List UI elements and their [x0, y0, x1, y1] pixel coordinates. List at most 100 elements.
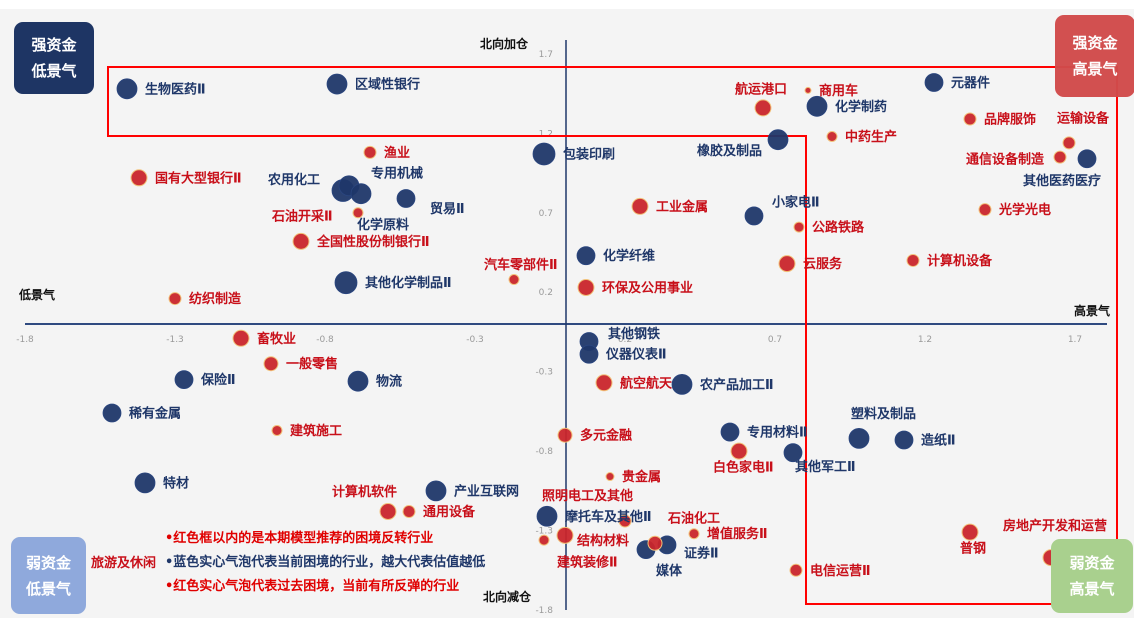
bubble-label: 光学光电 [998, 202, 1051, 218]
distressed-industry-bubble [720, 422, 740, 442]
rebound-industry-bubble [130, 169, 148, 187]
bubble-label: 多元金融 [580, 428, 632, 444]
quadrant-badge-weak-funds-high-prosperity: 弱资金 高景气 [1051, 539, 1133, 613]
rebound-industry-bubble [804, 86, 812, 94]
rebound-industry-bubble [778, 255, 796, 273]
bubble-label: 云服务 [803, 256, 843, 272]
distressed-industry-bubble [536, 505, 558, 527]
bubble-label: 建筑装修Ⅱ [557, 555, 618, 571]
x-tick-label: 1.7 [1068, 335, 1082, 345]
distressed-industry-bubble [1077, 149, 1097, 169]
rebound-industry-bubble [556, 526, 574, 544]
bubble-label: 石油开采Ⅱ [271, 208, 333, 224]
bubble-label: 计算机设备 [927, 253, 993, 269]
y-tick-label: 1.7 [539, 50, 553, 60]
bubble-label: 小家电Ⅱ [772, 194, 820, 210]
quadrant-badge-weak-funds-low-prosperity: 弱资金 低景气 [11, 537, 86, 614]
bubble-label: 稀有金属 [129, 405, 181, 421]
y-tick-label: -1.8 [535, 606, 553, 616]
rebound-industry-bubble [168, 292, 182, 306]
axis-label-top: 北向加仓 [480, 37, 529, 51]
bubble-label: 运输设备 [1057, 110, 1110, 126]
bubble-label: 其他化学制品Ⅱ [365, 275, 452, 291]
bubble-label: 其他钢铁 [608, 326, 660, 342]
bubble-label: 其他医药医疗 [1023, 173, 1101, 189]
bubble-label: 石油化工 [667, 511, 720, 527]
bubble-label: 航空航天 [620, 375, 673, 391]
rebound-industry-bubble [1053, 150, 1067, 164]
rebound-industry-bubble [793, 221, 805, 233]
rebound-industry-bubble [963, 112, 977, 126]
bubble-label: 全国性股份制银行Ⅱ [316, 234, 430, 250]
bubble-label: 房地产开发和运营 [1003, 518, 1107, 534]
rebound-industry-bubble [271, 424, 283, 436]
bubble-label: 一般零售 [286, 356, 338, 372]
y-tick-label: 1.2 [539, 129, 553, 139]
quadrant-line2: 低景气 [25, 579, 71, 598]
bubble-label: 通信设备制造 [966, 152, 1045, 168]
distressed-industry-bubble [579, 344, 599, 364]
bubble-label: 专用机械 [371, 165, 423, 181]
rebound-industry-bubble [538, 534, 550, 546]
bubble-label: 旅游及休闲 [91, 555, 156, 571]
rebound-industry-bubble [379, 503, 397, 521]
bubble-label: 媒体 [656, 563, 683, 579]
bubble-label: 区域性银行 [355, 77, 420, 93]
rebound-industry-bubble [826, 130, 838, 142]
axis-label-left: 低景气 [19, 288, 56, 302]
x-tick-label: 1.2 [918, 335, 932, 345]
rebound-industry-bubble [1062, 136, 1076, 150]
bubble-label: 元器件 [951, 75, 990, 91]
rebound-industry-bubble [618, 514, 632, 528]
bubble-label: 塑料及制品 [851, 406, 916, 422]
rebound-industry-bubble [292, 232, 310, 250]
bubble-label: 化学制药 [835, 99, 887, 115]
bubble-label: 通用设备 [423, 504, 476, 520]
x-tick-label: 0.2 [618, 335, 632, 345]
x-tick-label: -1.8 [16, 335, 34, 345]
bubble-label: 产业互联网 [454, 483, 519, 499]
bubble-label: 中药生产 [845, 129, 897, 145]
bubble-label: 航运港口 [735, 81, 787, 97]
distressed-industry-bubble [783, 443, 803, 463]
bubble-label: 工业金属 [656, 199, 708, 215]
bubble-label: 建筑施工 [290, 423, 342, 439]
x-tick-label: -0.3 [466, 335, 484, 345]
bubble-label: 农用化工 [267, 172, 320, 188]
bubble-label: 专用材料Ⅱ [747, 425, 808, 441]
rebound-industry-bubble [906, 253, 920, 267]
rebound-industry-bubble [631, 197, 649, 215]
distressed-industry-bubble [671, 373, 693, 395]
rebound-industry-bubble [232, 329, 250, 347]
distressed-industry-bubble [532, 142, 556, 166]
legend-note-blue-bubble: •蓝色实心气泡代表当前困境的行业，越大代表估值越低 [165, 555, 486, 570]
rebound-industry-bubble [508, 274, 520, 286]
bubble-label: 仪器仪表Ⅱ [605, 347, 667, 363]
quadrant-line1: 强资金 [1072, 34, 1118, 52]
bubble-label: 特材 [163, 475, 189, 491]
legend-note-red-frame: •红色框以内的是本期模型推荐的困境反转行业 [165, 531, 434, 546]
bubble-label: 摩托车及其他Ⅱ [565, 509, 652, 525]
distressed-industry-bubble [396, 189, 416, 208]
bubble-label: 橡胶及制品 [697, 143, 762, 159]
bubble-label: 照明电工及其他 [542, 488, 633, 504]
bubble-label: 普钢 [960, 541, 986, 557]
bubble-label: 化学纤维 [603, 248, 655, 264]
rebound-industry-bubble [352, 207, 364, 219]
distressed-industry-bubble [806, 95, 828, 117]
distressed-industry-bubble [347, 370, 369, 392]
bubble-label: 渔业 [384, 145, 410, 161]
rebound-industry-bubble [402, 505, 416, 519]
bubble-label: 纺织制造 [189, 291, 242, 307]
rebound-industry-bubble [595, 374, 613, 392]
x-tick-label: -0.8 [316, 335, 334, 345]
rebound-industry-bubble [789, 563, 803, 577]
bubble-label: 电信运营Ⅱ [810, 563, 871, 579]
rebound-industry-bubble [263, 356, 279, 372]
bubbles [52, 73, 1097, 577]
quadrant-badge-strong-funds-high-prosperity: 强资金 高景气 [1055, 15, 1134, 97]
rebound-industry-bubble [730, 442, 748, 460]
distressed-industry-bubble [174, 370, 194, 390]
rebound-industry-bubble [688, 528, 700, 540]
axis-label-bottom: 北向减仓 [483, 590, 532, 604]
